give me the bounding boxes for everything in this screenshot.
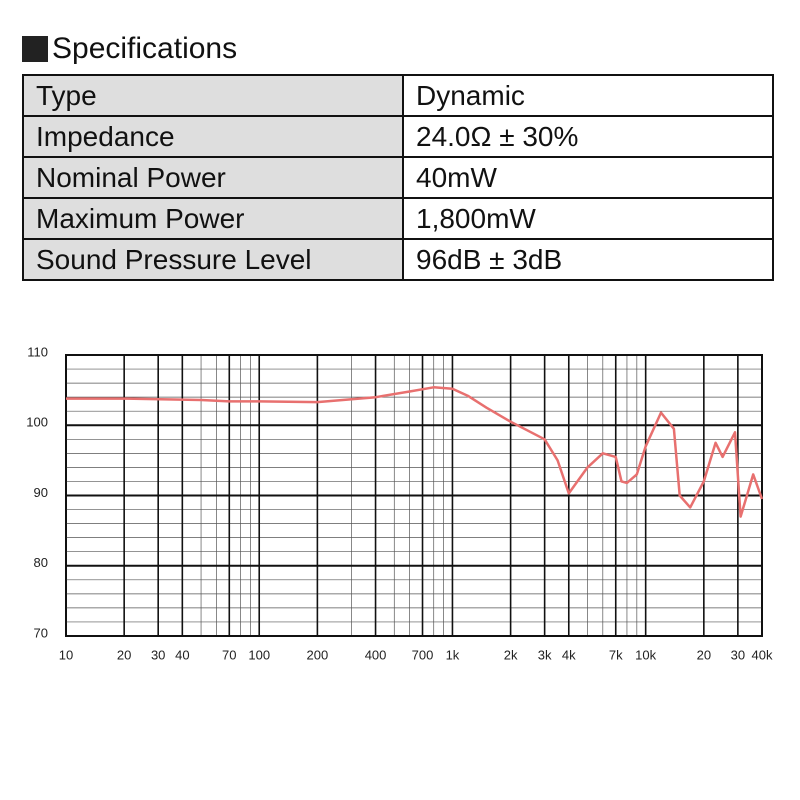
y-tick-label: 70 — [34, 625, 48, 640]
response-line — [66, 386, 764, 518]
section-title: Specifications — [22, 32, 237, 66]
chart: 70 80 90 100 110 10 20 30 40 70 100 200 400 700 1k 2k 3k… — [26, 344, 773, 662]
x-tick-label: 70 — [222, 647, 236, 662]
spec-name: Sound Pressure Level — [22, 238, 404, 281]
y-tick-label: 100 — [26, 415, 48, 430]
spec-value: 24.0Ω ± 30% — [402, 115, 774, 158]
spec-row: Maximum Power 1,800mW — [22, 197, 774, 240]
x-tick-label: 40 — [175, 647, 189, 662]
title-marker — [22, 36, 48, 62]
x-tick-label: 700 — [412, 647, 434, 662]
x-tick-label: 400 — [365, 647, 387, 662]
spec-value: 1,800mW — [402, 197, 774, 240]
y-tick-label: 80 — [34, 555, 48, 570]
x-tick-label: 7k — [609, 647, 623, 662]
x-tick-label: 2k — [504, 647, 518, 662]
y-tick-label: 110 — [27, 344, 48, 359]
spec-value: 40mW — [402, 156, 774, 199]
spec-value: 96dB ± 3dB — [402, 238, 774, 281]
title-text: Specifications — [52, 32, 238, 65]
x-tick-label: 3k — [538, 647, 552, 662]
x-tick-label: 1k — [446, 647, 460, 662]
spec-table: Type Dynamic Impedance 24.0Ω ± 30% Nominal P… — [22, 74, 774, 281]
x-tick-label: 100 — [248, 647, 270, 662]
x-tick-label: 10k — [635, 647, 656, 662]
spec-row: Nominal Power 40mW — [22, 156, 774, 199]
x-tick-label: 30 — [151, 647, 165, 662]
spec-value: Dynamic — [402, 74, 774, 117]
spec-name: Impedance — [22, 115, 404, 158]
spec-row: Type Dynamic — [22, 74, 774, 117]
spec-name: Maximum Power — [22, 197, 404, 240]
x-tick-label: 20 — [697, 647, 711, 662]
x-tick-label: 10 — [59, 647, 73, 662]
spec-name: Nominal Power — [22, 156, 404, 199]
x-tick-label: 20 — [117, 647, 131, 662]
spec-row: Sound Pressure Level 96dB ± 3dB — [22, 238, 774, 281]
x-tick-label: 30 — [731, 647, 745, 662]
x-tick-label: 200 — [307, 647, 329, 662]
x-tick-label: 4k — [562, 647, 576, 662]
spec-name: Type — [22, 74, 404, 117]
spec-row: Impedance 24.0Ω ± 30% — [22, 115, 774, 158]
y-tick-label: 90 — [34, 485, 48, 500]
x-tick-label: 40k — [752, 647, 773, 662]
